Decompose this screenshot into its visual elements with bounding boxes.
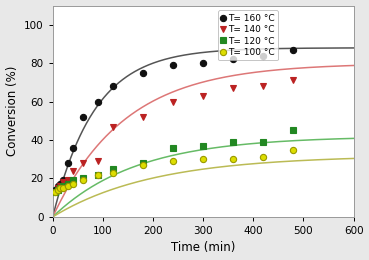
- T= 160 °C: [261, 54, 266, 57]
- T= 140 °C: [70, 169, 75, 172]
- X-axis label: Time (min): Time (min): [171, 242, 235, 255]
- T= 140 °C: [66, 179, 70, 182]
- T= 100 °C: [58, 186, 62, 190]
- T= 100 °C: [66, 185, 70, 188]
- T= 160 °C: [171, 63, 175, 67]
- T= 120 °C: [61, 185, 65, 188]
- T= 160 °C: [66, 161, 70, 165]
- T= 140 °C: [58, 185, 62, 188]
- T= 140 °C: [261, 85, 266, 88]
- T= 160 °C: [56, 185, 60, 188]
- T= 160 °C: [70, 146, 75, 149]
- T= 100 °C: [81, 179, 85, 182]
- Line: T= 120 °C: T= 120 °C: [52, 127, 297, 195]
- Legend: T= 160 °C, T= 140 °C, T= 120 °C, T= 100 °C: T= 160 °C, T= 140 °C, T= 120 °C, T= 100 …: [218, 10, 278, 60]
- T= 160 °C: [58, 183, 62, 186]
- T= 120 °C: [58, 186, 62, 190]
- T= 100 °C: [231, 158, 235, 161]
- T= 120 °C: [111, 167, 115, 170]
- T= 100 °C: [70, 183, 75, 186]
- T= 100 °C: [261, 156, 266, 159]
- T= 160 °C: [53, 188, 58, 192]
- T= 100 °C: [96, 173, 100, 176]
- T= 140 °C: [201, 94, 206, 98]
- T= 160 °C: [291, 48, 296, 51]
- T= 160 °C: [201, 62, 206, 65]
- Line: T= 100 °C: T= 100 °C: [52, 146, 297, 195]
- T= 100 °C: [61, 186, 65, 190]
- T= 100 °C: [141, 164, 145, 167]
- T= 160 °C: [61, 179, 65, 182]
- T= 120 °C: [81, 177, 85, 180]
- T= 140 °C: [171, 100, 175, 103]
- T= 160 °C: [111, 85, 115, 88]
- T= 120 °C: [291, 129, 296, 132]
- T= 140 °C: [291, 79, 296, 82]
- T= 100 °C: [56, 188, 60, 192]
- T= 120 °C: [171, 146, 175, 149]
- T= 120 °C: [231, 140, 235, 144]
- T= 120 °C: [201, 144, 206, 147]
- T= 120 °C: [141, 161, 145, 165]
- T= 160 °C: [141, 71, 145, 74]
- T= 120 °C: [261, 140, 266, 144]
- T= 140 °C: [96, 160, 100, 163]
- T= 140 °C: [53, 190, 58, 193]
- T= 140 °C: [81, 161, 85, 165]
- T= 140 °C: [111, 125, 115, 128]
- T= 160 °C: [96, 100, 100, 103]
- T= 160 °C: [231, 58, 235, 61]
- T= 120 °C: [53, 190, 58, 193]
- T= 140 °C: [56, 186, 60, 190]
- T= 140 °C: [141, 115, 145, 119]
- T= 120 °C: [96, 173, 100, 176]
- T= 100 °C: [171, 160, 175, 163]
- T= 140 °C: [231, 87, 235, 90]
- T= 100 °C: [291, 148, 296, 151]
- T= 120 °C: [66, 183, 70, 186]
- T= 100 °C: [111, 171, 115, 174]
- Y-axis label: Conversion (%): Conversion (%): [6, 66, 18, 157]
- T= 120 °C: [70, 179, 75, 182]
- Line: T= 140 °C: T= 140 °C: [52, 77, 297, 195]
- T= 120 °C: [56, 188, 60, 192]
- T= 100 °C: [201, 158, 206, 161]
- T= 140 °C: [61, 181, 65, 184]
- T= 100 °C: [53, 190, 58, 193]
- T= 160 °C: [81, 115, 85, 119]
- Line: T= 160 °C: T= 160 °C: [52, 47, 297, 193]
